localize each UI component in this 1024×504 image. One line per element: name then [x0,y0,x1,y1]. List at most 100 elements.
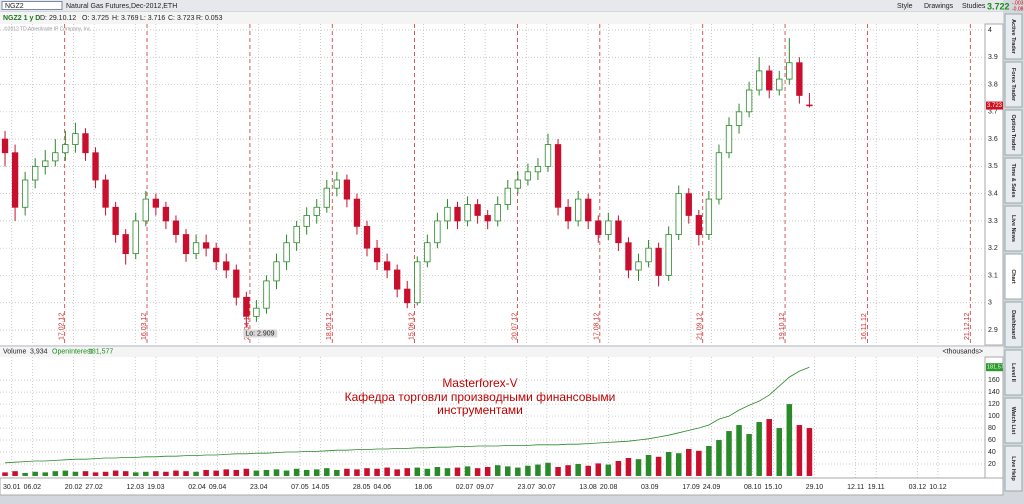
x-tick-label: 29.10 [806,484,824,491]
y-tick-label: 3.7 [988,109,998,116]
candle-body [766,70,773,91]
candle-body [494,204,501,222]
side-tab-label[interactable]: Watch List [1010,407,1016,435]
candle-body [564,206,572,222]
volume-bar [344,468,350,476]
volume-bar [515,467,521,476]
x-tick-label: 02.04 [188,484,206,491]
x-tick-label: 23.04 [250,484,268,491]
side-tab[interactable] [1004,253,1023,300]
low-label: Lo: 2.909 [245,330,274,337]
side-tab[interactable] [1004,301,1023,348]
candle-body [303,215,310,227]
volume-bar [686,449,692,476]
price-axis [984,23,1004,346]
header-field: NGZ2 1 y D [3,15,40,22]
volume-bar [565,465,571,476]
y-tick-label: 3.8 [988,81,998,88]
expiration-label: 16.11.12 [861,313,868,340]
date-axis [0,477,1004,496]
candle-body [213,247,220,263]
side-tab-label[interactable]: Dashboard [1010,310,1016,339]
candle-body [313,206,320,216]
candle-body [544,144,552,167]
y-tick-label: 20 [988,461,996,468]
candle-body [223,261,230,271]
candle-body [52,152,59,162]
studies-button[interactable]: Studies [962,3,986,10]
price-tag: 3.723 [987,103,1003,109]
x-tick-label: 12.11 [847,484,864,491]
y-tick-label: 3.6 [988,136,998,143]
candle-body [414,261,421,304]
x-tick-label: 09.04 [209,484,227,491]
y-tick-label: 3.1 [988,272,998,279]
x-tick-label: 04.06 [373,484,391,491]
side-tab-label[interactable]: Live Help [1010,456,1016,481]
side-tab-label[interactable]: Live News [1010,215,1016,242]
volume-bar [696,450,702,476]
side-tab[interactable] [1004,61,1023,108]
x-tick-label: 03.09 [641,484,659,491]
side-tab[interactable] [1004,205,1023,252]
volume-bar [414,467,421,476]
style-button[interactable]: Style [897,3,913,10]
candle-body [293,225,300,244]
candle-body [383,261,391,271]
drawings-button[interactable]: Drawings [924,3,954,10]
last-price: 3.722 [987,1,1010,11]
side-tab[interactable] [1004,157,1023,204]
symbol-input[interactable] [1,1,63,10]
candle-body [504,187,511,205]
header-field: H: 3.769 [112,15,139,22]
side-tab[interactable] [1004,349,1023,396]
side-tab-label[interactable]: Chart [1010,269,1016,284]
volume-bar [153,471,159,476]
volume-bar [122,471,129,476]
candle-body [182,234,190,255]
volume-bar [806,428,813,476]
annotation: Masterforex-V [442,376,517,390]
y-tick-label: 100 [988,413,1000,420]
side-tab-label[interactable]: Option Trader [1010,114,1016,151]
candle-body [72,133,79,145]
candle-body [444,206,451,222]
volume-bar [112,470,119,476]
volume-bar [253,470,260,476]
volume-bar [665,452,672,476]
side-tab-label[interactable]: Time & Sales [1010,163,1016,197]
volume-bar [655,456,662,476]
candle-body [615,220,622,244]
candle-body [454,206,461,222]
candle-body [42,160,49,167]
candle-body [725,125,733,154]
candle-body [655,247,662,276]
candle-body [373,247,381,263]
candle-body [152,198,160,208]
symbol[interactable]: NGZ2 [5,3,24,10]
side-tab[interactable] [1004,13,1023,60]
x-tick-label: 18.06 [415,484,433,491]
x-tick-label: 02.07 [456,484,474,491]
candle-body [595,220,602,235]
description: Natural Gas Futures,Dec-2012,ETH [66,3,177,10]
side-tab-label[interactable]: Level II [1010,363,1016,382]
volume-bar [706,446,712,476]
side-tab-label[interactable]: Active Trader [1010,19,1016,55]
candle-body [102,179,109,208]
side-tab[interactable] [1004,397,1023,444]
volume-bar [454,467,461,476]
side-tab-label[interactable]: Forex Trader [1010,68,1016,102]
expiration-label: 18.05.12 [326,313,333,340]
side-tab[interactable] [1004,109,1023,156]
candle-body [806,104,813,107]
candle-body [11,152,19,208]
side-tab[interactable] [1004,445,1023,492]
volume-bar [22,472,28,476]
x-tick-label: 28.05 [353,484,371,491]
candle-body [745,89,753,113]
volume-bar [92,472,99,476]
x-tick-label: 27.02 [85,484,103,491]
volume-bar [625,457,632,476]
header-bar [0,12,1003,24]
